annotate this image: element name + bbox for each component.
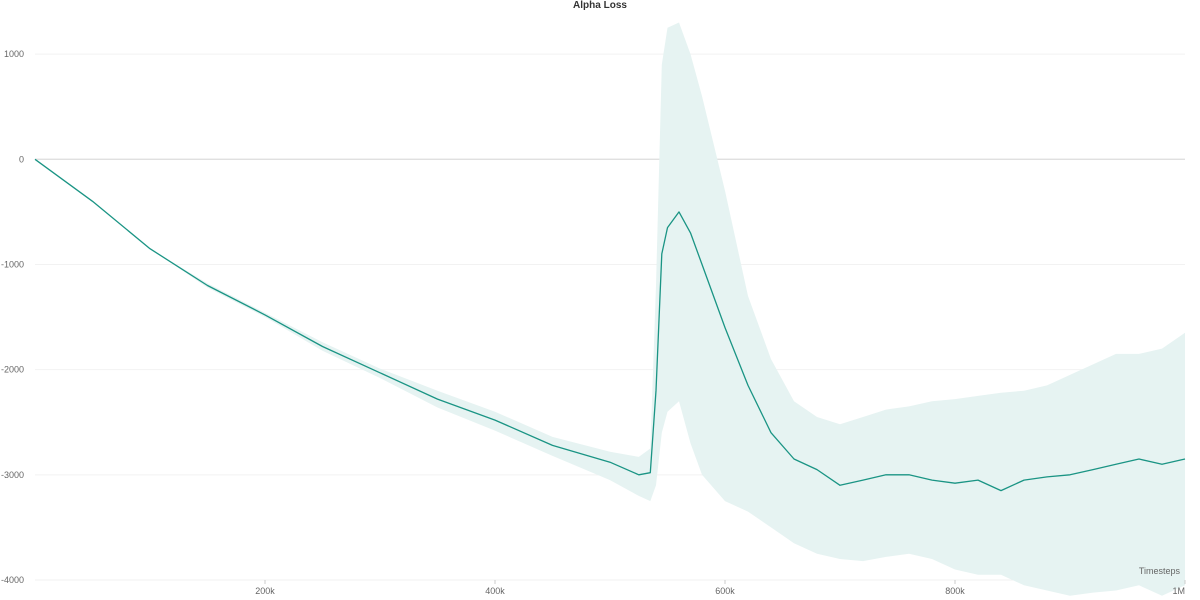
tick-label-layer: 1000 0 -1000 -2000 -3000 -4000 200k 400k 600k 800… bbox=[1, 49, 1186, 596]
x-tick-label: 400k bbox=[485, 586, 505, 596]
y-tick-label: -3000 bbox=[1, 470, 24, 480]
y-tick-label: 0 bbox=[19, 154, 24, 164]
confidence-band bbox=[35, 22, 1185, 596]
x-tick-label: 200k bbox=[255, 586, 275, 596]
x-axis-label: Timesteps bbox=[1139, 566, 1181, 576]
chart-title: Alpha Loss bbox=[573, 0, 627, 11]
series-line-layer bbox=[34, 158, 1186, 492]
confidence-band-layer bbox=[35, 22, 1185, 596]
y-tick-label: 1000 bbox=[4, 49, 24, 59]
y-tick-label: -4000 bbox=[1, 575, 24, 585]
series-line bbox=[34, 158, 1186, 492]
x-tick-label: 1M bbox=[1172, 586, 1185, 596]
x-tick-label: 800k bbox=[945, 586, 965, 596]
y-tick-label: -2000 bbox=[1, 365, 24, 375]
y-tick-label: -1000 bbox=[1, 259, 24, 269]
x-tick-label: 600k bbox=[715, 586, 735, 596]
